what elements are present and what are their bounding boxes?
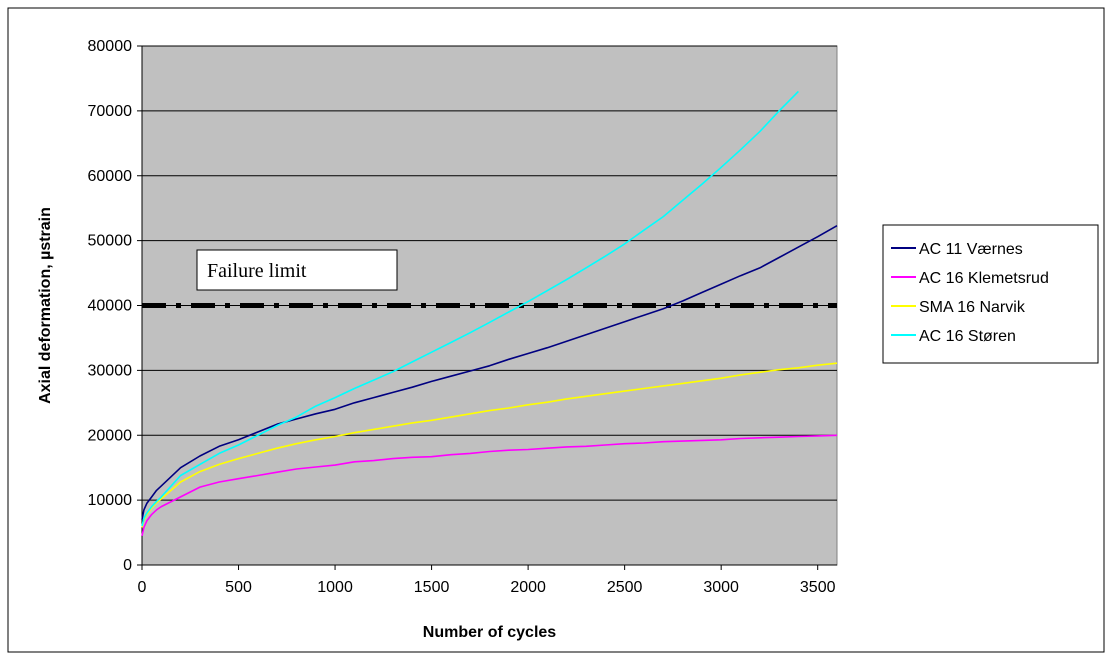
y-tick-label: 60000 bbox=[88, 168, 133, 185]
series-line-2 bbox=[141, 362, 838, 528]
x-tick-labels: 0 500 1000 1500 2000 2500 3000 3500 bbox=[138, 565, 836, 596]
x-tick-label: 0 bbox=[138, 579, 147, 596]
y-tick-label: 50000 bbox=[88, 233, 133, 250]
series-line-3 bbox=[141, 90, 799, 527]
y-tick-label: 10000 bbox=[88, 492, 133, 509]
y-tick-label: 20000 bbox=[88, 427, 133, 444]
legend-label: AC 16 Klemetsrud bbox=[919, 270, 1049, 287]
legend-label: AC 16 Støren bbox=[919, 328, 1016, 345]
x-tick-label: 2500 bbox=[607, 579, 643, 596]
legend-label: AC 11 Værnes bbox=[919, 241, 1023, 258]
legend-box bbox=[882, 224, 1099, 364]
series-line-0 bbox=[141, 225, 838, 520]
x-tick-label: 1500 bbox=[414, 579, 450, 596]
y-tick-label: 70000 bbox=[88, 103, 133, 120]
failure-limit-annotation: Failure limit bbox=[142, 249, 837, 308]
legend-label: SMA 16 Narvik bbox=[919, 299, 1026, 316]
y-tick-labels: 0 10000 20000 30000 40000 50000 60000 70000 8000… bbox=[88, 38, 142, 574]
y-axis-title: Axial deformation, µstrain bbox=[37, 207, 54, 404]
series-lines bbox=[141, 90, 838, 536]
failure-limit-label: Failure limit bbox=[207, 260, 307, 282]
y-tick-label: 30000 bbox=[88, 362, 133, 379]
failure-limit-box bbox=[196, 249, 398, 291]
x-tick-label: 3500 bbox=[800, 579, 836, 596]
y-tick-label: 80000 bbox=[88, 38, 133, 55]
x-tick-label: 2000 bbox=[510, 579, 546, 596]
series-line-1 bbox=[141, 434, 838, 536]
x-tick-label: 3000 bbox=[703, 579, 739, 596]
y-tick-label: 40000 bbox=[88, 298, 133, 315]
x-tick-label: 1000 bbox=[317, 579, 353, 596]
legend: AC 11 Værnes AC 16 Klemetsrud SMA 16 Narvi… bbox=[882, 224, 1099, 364]
y-tick-label: 0 bbox=[123, 557, 132, 574]
x-axis-title: Number of cycles bbox=[423, 624, 556, 641]
x-tick-label: 500 bbox=[225, 579, 252, 596]
